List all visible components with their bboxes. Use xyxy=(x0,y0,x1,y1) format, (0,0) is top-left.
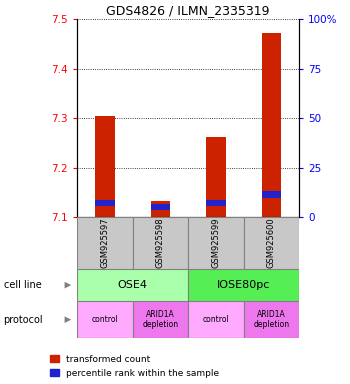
Text: control: control xyxy=(91,315,118,324)
Bar xyxy=(150,204,170,210)
Text: OSE4: OSE4 xyxy=(118,280,148,290)
Title: GDS4826 / ILMN_2335319: GDS4826 / ILMN_2335319 xyxy=(106,3,270,17)
Bar xyxy=(244,301,299,338)
Bar xyxy=(262,191,281,198)
Bar xyxy=(206,137,226,217)
Text: protocol: protocol xyxy=(4,314,43,325)
Bar xyxy=(133,301,188,338)
Text: IOSE80pc: IOSE80pc xyxy=(217,280,270,290)
Text: ARID1A
depletion: ARID1A depletion xyxy=(142,310,178,329)
Text: GSM925600: GSM925600 xyxy=(267,218,276,268)
Text: GSM925599: GSM925599 xyxy=(211,218,220,268)
Bar xyxy=(206,200,226,206)
Bar xyxy=(77,269,188,301)
Bar xyxy=(244,217,299,269)
Bar xyxy=(188,301,244,338)
Text: control: control xyxy=(203,315,229,324)
Bar xyxy=(95,116,114,217)
Bar xyxy=(262,33,281,217)
Text: cell line: cell line xyxy=(4,280,41,290)
Text: GSM925598: GSM925598 xyxy=(156,218,165,268)
Bar xyxy=(188,217,244,269)
Bar xyxy=(133,217,188,269)
Text: GSM925597: GSM925597 xyxy=(100,218,109,268)
Bar xyxy=(77,217,133,269)
Bar xyxy=(188,269,299,301)
Text: ARID1A
depletion: ARID1A depletion xyxy=(253,310,289,329)
Bar xyxy=(77,301,133,338)
Bar xyxy=(150,201,170,217)
Legend: transformed count, percentile rank within the sample: transformed count, percentile rank withi… xyxy=(50,355,219,377)
Bar xyxy=(95,200,114,206)
